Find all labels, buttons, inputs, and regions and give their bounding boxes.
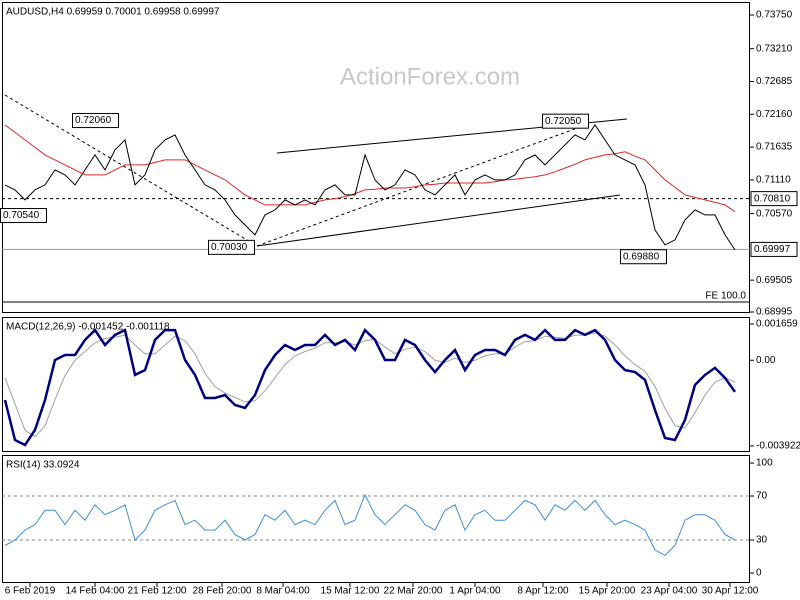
rsi-panel xyxy=(2,455,750,583)
x-tick-label: 8 Apr 12:00 xyxy=(517,586,569,597)
annotation-label: 0.72050 xyxy=(545,116,582,127)
y-tick-label: 30 xyxy=(756,535,768,546)
y-tick-label: 0.73750 xyxy=(756,10,793,21)
x-tick-label: 15 Apr 20:00 xyxy=(579,586,636,597)
x-tick-label: 23 Apr 04:00 xyxy=(641,586,698,597)
series-line xyxy=(4,123,736,251)
y-tick-label: 0.001659 xyxy=(756,319,798,330)
x-tick-label: 22 Mar 20:00 xyxy=(384,586,443,597)
panel-title: AUDUSD,H4 0.69959 0.70001 0.69958 0.6999… xyxy=(6,7,220,18)
y-tick-label: 0.71110 xyxy=(756,175,791,186)
level-label-box xyxy=(750,191,798,207)
series-line xyxy=(4,124,736,213)
level-label: 0.69997 xyxy=(754,244,791,255)
annotation-label: 0.70030 xyxy=(211,242,248,253)
panel-title: RSI(14) 33.0924 xyxy=(6,460,80,471)
y-tick-label: 0.70570 xyxy=(756,208,793,219)
y-tick-label: 0.69505 xyxy=(756,275,793,286)
y-tick-label: 0 xyxy=(756,568,762,579)
y-tick-label: 0.72160 xyxy=(756,109,793,120)
series-line xyxy=(4,332,736,438)
y-tick-label: 100 xyxy=(756,458,773,469)
annotation-label: 0.72060 xyxy=(75,115,112,126)
y-tick-label: 0.71635 xyxy=(756,142,793,153)
level-label: 0.70810 xyxy=(754,193,791,204)
series-line xyxy=(4,493,736,557)
annotation-box xyxy=(542,113,589,129)
y-tick-label: 0.72685 xyxy=(756,76,793,87)
x-tick-label: 1 Apr 04:00 xyxy=(449,586,501,597)
price-panel xyxy=(2,2,750,313)
y-tick-label: 0.73210 xyxy=(756,43,793,54)
x-tick-label: 6 Feb 2019 xyxy=(5,586,56,597)
x-tick-label: 15 Mar 12:00 xyxy=(321,586,380,597)
macd-panel xyxy=(2,317,750,452)
x-tick-label: 30 Apr 12:00 xyxy=(702,586,759,597)
x-tick-label: 8 Mar 04:00 xyxy=(256,586,310,597)
x-tick-label: 28 Feb 20:00 xyxy=(193,586,252,597)
annotation-box xyxy=(72,113,119,129)
y-tick-label: 70 xyxy=(756,491,768,502)
annotation-box xyxy=(0,207,47,223)
annotation-box xyxy=(208,239,255,255)
fe-label: FE 100.0 xyxy=(705,291,746,302)
series-line xyxy=(3,328,737,447)
annotation-label: 0.70540 xyxy=(3,210,40,221)
watermark: ActionForex.com xyxy=(340,63,520,90)
panel-title: MACD(12,26,9) -0.001452 -0.001118 xyxy=(6,322,170,333)
y-tick-label: 0.68995 xyxy=(756,307,793,318)
x-tick-label: 14 Feb 04:00 xyxy=(66,586,125,597)
y-tick-label: -0.003922 xyxy=(756,441,800,452)
trend-line xyxy=(4,94,258,247)
level-label-box xyxy=(750,241,798,257)
annotation-box xyxy=(620,249,667,265)
annotation-label: 0.69880 xyxy=(623,251,660,262)
x-tick-label: 21 Feb 12:00 xyxy=(128,586,187,597)
trend-line xyxy=(256,194,621,247)
y-tick-label: 0.00 xyxy=(756,355,776,366)
